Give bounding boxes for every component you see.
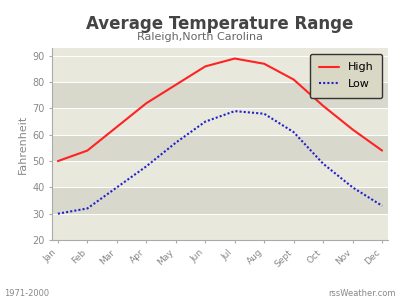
Legend: High, Low: High, Low <box>310 54 382 98</box>
Low <box>262 112 267 116</box>
Bar <box>52 214 388 240</box>
Low <box>203 120 208 123</box>
Bar <box>52 109 388 135</box>
Low <box>56 212 60 215</box>
Bar <box>52 56 388 82</box>
High <box>321 104 326 108</box>
High <box>291 78 296 81</box>
High <box>56 159 60 163</box>
Bar <box>52 82 388 109</box>
High <box>203 64 208 68</box>
Bar <box>52 161 388 188</box>
Bar <box>52 188 388 214</box>
Low <box>144 165 149 168</box>
Low <box>350 186 355 189</box>
Low <box>114 186 119 189</box>
High <box>380 149 384 152</box>
High <box>232 57 237 60</box>
High <box>114 125 119 129</box>
Line: High: High <box>58 58 382 161</box>
High <box>144 101 149 105</box>
Text: 1971-2000: 1971-2000 <box>4 290 49 298</box>
Y-axis label: Fahrenheit: Fahrenheit <box>18 114 28 174</box>
Text: rssWeather.com: rssWeather.com <box>328 290 396 298</box>
High <box>173 83 178 87</box>
Line: Low: Low <box>58 111 382 214</box>
Low <box>291 130 296 134</box>
High <box>350 128 355 131</box>
Low <box>173 141 178 145</box>
Low <box>232 109 237 113</box>
Low <box>85 207 90 210</box>
High <box>262 62 267 66</box>
Low <box>380 204 384 208</box>
Title: Average Temperature Range: Average Temperature Range <box>86 15 354 33</box>
Bar <box>52 135 388 161</box>
Text: Raleigh,North Carolina: Raleigh,North Carolina <box>137 32 263 41</box>
High <box>85 149 90 152</box>
Low <box>321 162 326 166</box>
